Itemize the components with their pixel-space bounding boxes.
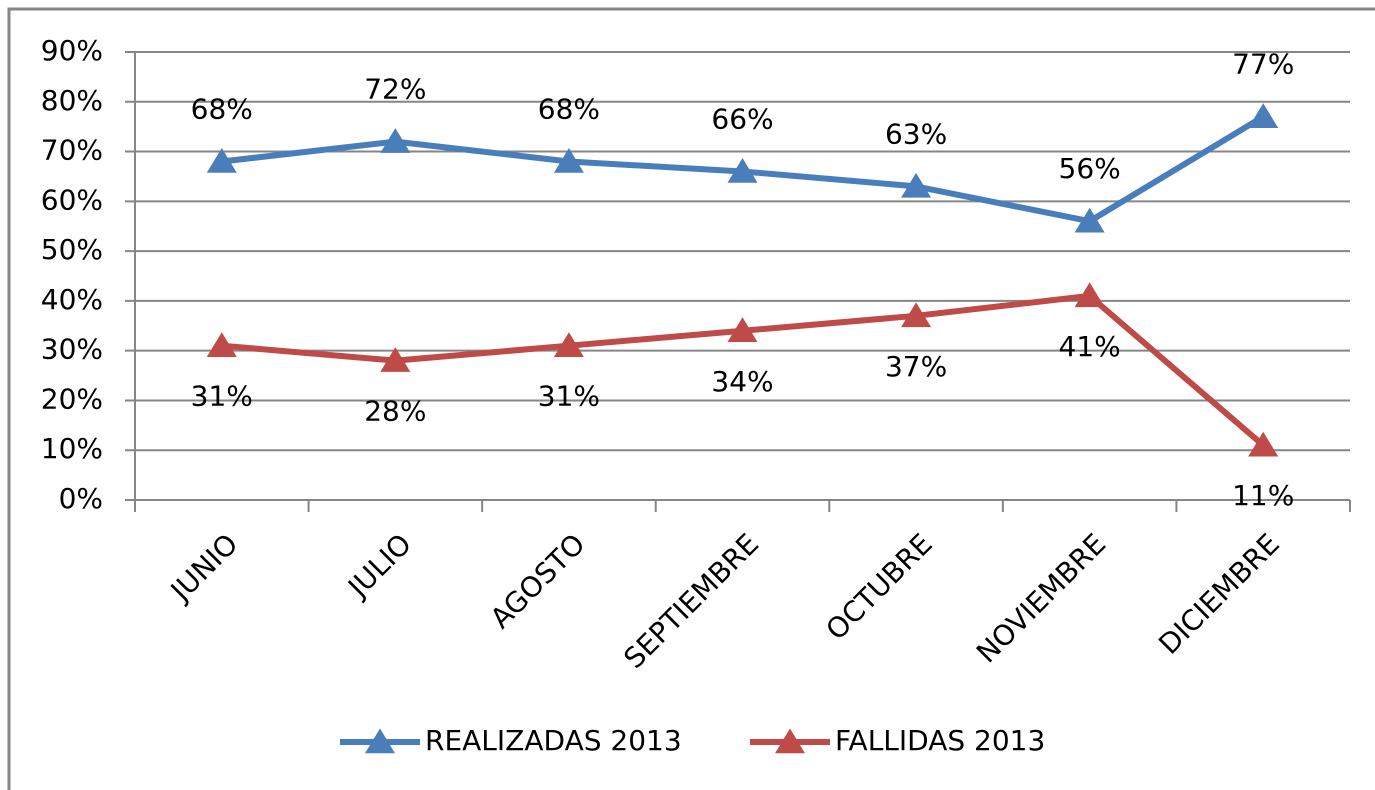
data-label: 68% <box>538 93 600 126</box>
marker <box>206 332 237 357</box>
marker <box>553 332 584 357</box>
marker <box>901 302 932 328</box>
legend-marker <box>365 728 395 754</box>
data-label: 31% <box>191 380 253 413</box>
data-label: 11% <box>1232 479 1294 512</box>
y-tick-label: 40% <box>41 283 103 316</box>
data-label: 66% <box>711 102 773 135</box>
marker <box>1074 207 1105 233</box>
y-tick-label: 60% <box>41 183 103 216</box>
data-label: 72% <box>364 73 426 106</box>
y-tick-label: 50% <box>41 233 103 266</box>
marker <box>901 172 932 198</box>
data-label: 68% <box>191 93 253 126</box>
y-tick-label: 90% <box>41 34 103 67</box>
marker <box>1074 282 1105 308</box>
legend-marker <box>775 728 805 754</box>
data-label: 28% <box>364 395 426 428</box>
legend-label: REALIZADAS 2013 <box>425 724 682 757</box>
marker <box>727 317 758 343</box>
data-label: 63% <box>885 117 947 150</box>
data-label: 37% <box>885 350 947 383</box>
y-tick-label: 30% <box>41 333 103 366</box>
data-label: 77% <box>1232 48 1294 81</box>
marker <box>380 128 411 153</box>
marker <box>1248 431 1279 457</box>
data-label: 31% <box>538 380 600 413</box>
marker <box>380 347 411 372</box>
marker <box>206 148 237 173</box>
marker <box>727 157 758 183</box>
y-tick-label: 80% <box>41 84 103 117</box>
marker <box>1248 103 1279 128</box>
data-label: 56% <box>1059 152 1121 185</box>
legend-label: FALLIDAS 2013 <box>835 724 1045 757</box>
data-label: 34% <box>711 365 773 398</box>
y-tick-label: 10% <box>41 432 103 465</box>
marker <box>553 148 584 173</box>
y-tick-label: 0% <box>59 482 103 515</box>
y-tick-label: 20% <box>41 382 103 415</box>
y-tick-label: 70% <box>41 134 103 167</box>
data-label: 41% <box>1059 330 1121 363</box>
